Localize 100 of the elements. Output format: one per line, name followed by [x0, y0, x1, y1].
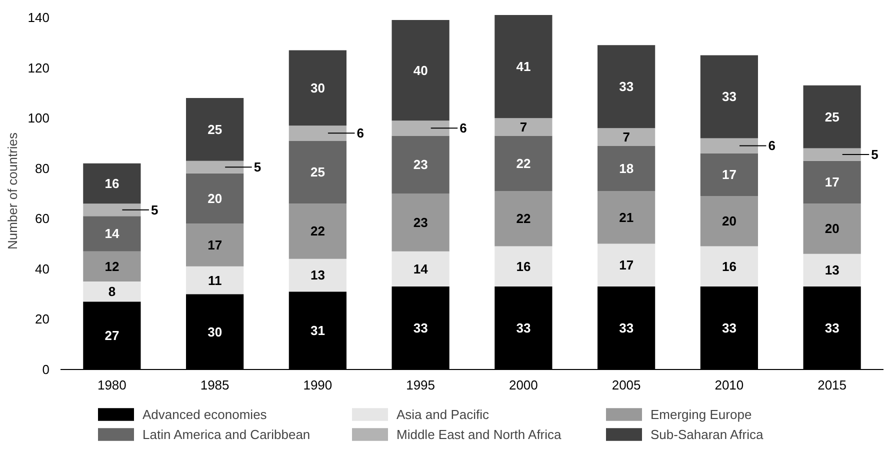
data-label: 22 [516, 211, 531, 226]
data-label: 23 [413, 157, 428, 172]
y-tick-label: 140 [28, 10, 50, 26]
y-axis-title: Number of countries [4, 132, 20, 250]
data-label: 5 [254, 160, 262, 175]
bar [288, 126, 346, 141]
bar [598, 191, 656, 244]
x-tick-label: 1990 [303, 378, 332, 392]
data-label: 17 [208, 238, 222, 253]
y-tick-label: 120 [28, 60, 50, 76]
data-label: 12 [104, 258, 120, 274]
bar [392, 20, 450, 121]
data-label: 6 [356, 126, 364, 141]
bar [186, 224, 244, 266]
bar [83, 204, 141, 216]
bar [392, 120, 450, 136]
data-label: 14 [413, 261, 429, 276]
legend-label: Sub-Saharan Africa [650, 426, 764, 442]
data-label: 25 [310, 164, 325, 180]
bar [392, 194, 450, 252]
bar [803, 204, 861, 254]
data-label: 33 [619, 320, 634, 336]
data-label: 33 [413, 320, 428, 336]
data-label: 40 [413, 62, 428, 78]
bar [83, 216, 141, 252]
bar [83, 251, 141, 282]
legend-label: Emerging Europe [650, 406, 753, 422]
data-label: 33 [824, 320, 840, 336]
data-label: 25 [824, 109, 840, 124]
bar [288, 258, 346, 292]
bar [598, 128, 656, 146]
data-label: 25 [208, 122, 222, 137]
bar [392, 136, 450, 194]
x-tick-label: 2010 [714, 378, 744, 392]
data-label: 17 [824, 174, 840, 190]
data-label: 33 [722, 320, 736, 336]
data-label: 33 [722, 89, 736, 104]
data-label: 11 [208, 272, 222, 288]
x-tick-label: 1980 [97, 378, 126, 392]
bar [700, 153, 758, 196]
data-label: 8 [108, 284, 116, 300]
bar [598, 45, 656, 128]
x-tick-label: 1985 [200, 378, 230, 392]
data-label: 41 [516, 59, 531, 74]
data-label: 22 [310, 224, 325, 239]
y-tick-label: 60 [35, 211, 50, 226]
bar [186, 173, 244, 224]
data-label: 30 [208, 324, 222, 340]
bar [288, 140, 346, 204]
data-label: 13 [824, 262, 840, 278]
data-label: 17 [722, 167, 736, 182]
data-label: 13 [310, 268, 325, 283]
data-label: 30 [310, 80, 325, 96]
data-label: 17 [619, 258, 634, 273]
data-label: 16 [722, 258, 736, 274]
data-label: 6 [768, 138, 776, 154]
x-tick-label: 2005 [612, 378, 641, 392]
bar [186, 98, 244, 161]
bar [803, 85, 861, 148]
legend-label: Middle East and North Africa [396, 426, 562, 442]
bar [803, 160, 861, 204]
data-label: 5 [151, 202, 158, 218]
bar [186, 160, 244, 174]
data-label: 21 [619, 210, 634, 225]
bar [700, 246, 758, 287]
data-label: 5 [871, 147, 878, 162]
y-tick-label: 40 [35, 261, 50, 276]
data-label: 20 [208, 191, 222, 206]
data-label: 16 [104, 176, 120, 191]
legend-label: Asia and Pacific [396, 406, 490, 422]
data-label: 27 [104, 328, 120, 344]
bar [83, 282, 141, 302]
bar [494, 246, 552, 287]
legend-label: Latin America and Caribbean [142, 426, 312, 442]
y-tick-label: 0 [42, 362, 50, 377]
data-label: 23 [413, 214, 428, 230]
bar [494, 191, 552, 246]
y-tick-label: 100 [28, 110, 50, 126]
y-tick-label: 20 [35, 312, 50, 327]
x-tick-label: 2015 [818, 378, 847, 392]
bar [803, 148, 861, 161]
bar [186, 266, 244, 294]
data-label: 20 [824, 221, 840, 236]
data-label: 33 [619, 79, 634, 94]
legend-label: Advanced economies [142, 406, 268, 422]
data-label: 20 [722, 214, 736, 229]
bar [494, 118, 552, 136]
bar [288, 50, 346, 126]
data-label: 14 [104, 226, 120, 242]
bar [494, 136, 552, 191]
data-label: 18 [619, 160, 634, 176]
data-label: 7 [622, 129, 630, 144]
bar [494, 15, 552, 118]
bar [598, 146, 656, 191]
bar [803, 254, 861, 287]
data-label: 6 [460, 120, 467, 136]
bar [598, 244, 656, 287]
data-label: 16 [516, 258, 531, 274]
bar [288, 204, 346, 259]
bar [700, 55, 758, 138]
